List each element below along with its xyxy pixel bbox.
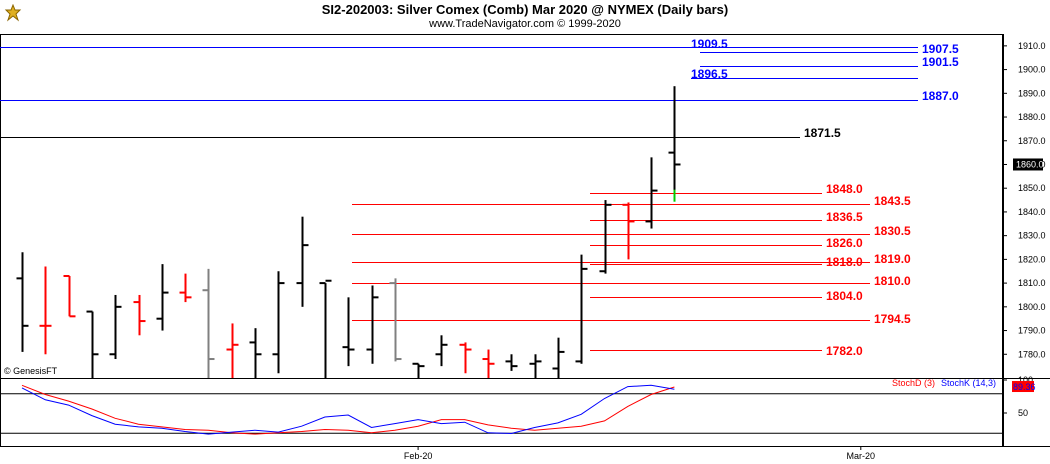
level-label: 1901.5	[922, 55, 959, 69]
date-tick-label: Mar-20	[847, 451, 876, 461]
level-label: 1826.0	[826, 236, 863, 250]
price-tick-label: 1910.0	[1018, 41, 1046, 51]
level-label: 1896.5	[691, 67, 728, 81]
price-tick-label: 1890.0	[1018, 88, 1046, 98]
last-price-box	[1013, 158, 1043, 171]
level-label: 1836.5	[826, 210, 863, 224]
genesis-logo-icon	[4, 3, 22, 27]
level-label: 1818.0	[826, 255, 863, 269]
chart-title: SI2-202003: Silver Comex (Comb) Mar 2020…	[321, 2, 729, 17]
stoch-value-label: 89.36	[1013, 382, 1036, 392]
price-tick-label: 1870.0	[1018, 136, 1046, 146]
level-label: 1909.5	[691, 37, 728, 51]
price-tick-label: 1830.0	[1018, 231, 1046, 241]
level-label: 1830.5	[874, 224, 911, 238]
price-axis: 1780.0 1790.0 1800.0 1810.0 1820.0 1830.0 1840…	[1003, 41, 1046, 359]
price-tick-label: 1780.0	[1018, 349, 1046, 359]
watermark: © GenesisFT	[4, 366, 58, 376]
price-tick-label: 1820.0	[1018, 254, 1046, 264]
level-label: 1810.0	[874, 274, 911, 288]
stochd-label: StochD (3)	[892, 378, 935, 388]
stochk-label: StochK (14,3)	[941, 378, 996, 388]
level-label: 1887.0	[922, 89, 959, 103]
level-label: 1782.0	[826, 344, 863, 358]
stoch-series-line	[21, 384, 675, 435]
price-tick-label: 1810.0	[1018, 278, 1046, 288]
price-tick-label: 1800.0	[1018, 302, 1046, 312]
level-label: 1871.5	[804, 126, 841, 140]
level-label: 1794.5	[874, 312, 911, 326]
stoch-value-box	[1012, 381, 1034, 393]
price-tick-label: 1880.0	[1018, 112, 1046, 122]
ohlc-bars	[16, 86, 681, 378]
stoch-series-line	[21, 384, 675, 435]
level-label: 1848.0	[826, 182, 863, 196]
level-label: 1804.0	[826, 289, 863, 303]
stochastic-panel: 100 50 89.36	[0, 375, 1036, 435]
last-price-label: 1860.0	[1016, 159, 1044, 169]
stoch-tick-label: 50	[1018, 408, 1028, 418]
price-tick-label: 1840.0	[1018, 207, 1046, 217]
level-label: 1819.0	[874, 252, 911, 266]
price-tick-label: 1790.0	[1018, 326, 1046, 336]
level-label: 1907.5	[922, 42, 959, 56]
price-tick-label: 1900.0	[1018, 65, 1046, 75]
chart-subtitle: www.TradeNavigator.com © 1999-2020	[429, 18, 621, 30]
price-tick-label: 1850.0	[1018, 183, 1046, 193]
level-label: 1843.5	[874, 194, 911, 208]
date-tick-label: Feb-20	[404, 451, 433, 461]
stoch-tick-label: 100	[1018, 375, 1033, 385]
chart-frame	[0, 34, 1050, 447]
date-axis: Feb-20 Mar-20	[404, 446, 875, 461]
